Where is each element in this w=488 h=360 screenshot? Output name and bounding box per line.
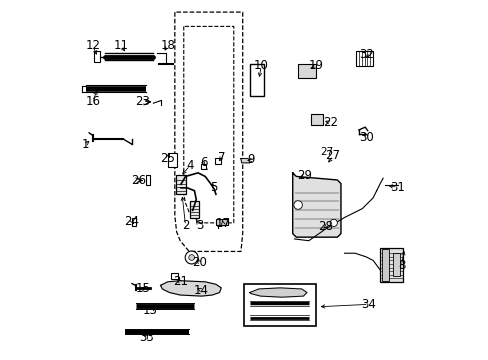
Bar <box>355 51 372 66</box>
Circle shape <box>329 219 337 226</box>
Text: 14: 14 <box>193 284 208 297</box>
Bar <box>380 248 403 282</box>
Polygon shape <box>292 173 340 237</box>
Text: 31: 31 <box>389 181 404 194</box>
Text: 12: 12 <box>85 39 100 52</box>
Bar <box>244 284 315 327</box>
Polygon shape <box>160 281 221 296</box>
Circle shape <box>185 251 198 264</box>
Text: 33: 33 <box>139 331 153 344</box>
Text: 16: 16 <box>85 95 100 108</box>
Text: 1: 1 <box>81 138 89 151</box>
Text: 21: 21 <box>172 275 187 288</box>
Circle shape <box>293 201 302 209</box>
Text: 30: 30 <box>359 131 374 144</box>
Bar <box>249 64 264 96</box>
Text: 13: 13 <box>143 304 158 317</box>
Bar <box>146 175 149 185</box>
Text: 11: 11 <box>114 39 128 52</box>
Polygon shape <box>249 288 306 297</box>
Bar <box>392 253 399 276</box>
Text: 27: 27 <box>319 147 333 157</box>
Bar <box>216 219 228 225</box>
Bar <box>132 217 136 226</box>
Text: 27: 27 <box>325 149 340 162</box>
Bar <box>310 114 323 125</box>
Text: 22: 22 <box>322 116 337 129</box>
Text: 7: 7 <box>217 151 224 165</box>
Text: 25: 25 <box>160 152 175 165</box>
Text: 23: 23 <box>135 95 150 108</box>
Polygon shape <box>241 158 249 163</box>
Text: 17: 17 <box>215 217 230 230</box>
Bar <box>298 64 315 78</box>
Bar <box>215 158 220 163</box>
Bar <box>201 163 205 168</box>
Text: 19: 19 <box>308 59 324 72</box>
Text: 2: 2 <box>182 219 189 232</box>
Bar <box>176 175 185 194</box>
Text: 8: 8 <box>397 258 405 271</box>
Text: 24: 24 <box>124 215 139 228</box>
Text: 34: 34 <box>361 298 375 311</box>
Bar <box>94 51 100 62</box>
Text: 15: 15 <box>135 283 150 296</box>
Text: 6: 6 <box>199 156 207 169</box>
Text: 5: 5 <box>210 181 217 194</box>
Text: 20: 20 <box>192 256 207 269</box>
Text: 28: 28 <box>318 220 333 233</box>
Bar <box>171 273 177 279</box>
Text: 26: 26 <box>131 174 146 186</box>
Text: 18: 18 <box>160 39 175 52</box>
Bar <box>167 153 176 167</box>
Text: 9: 9 <box>246 153 254 166</box>
Text: 3: 3 <box>196 219 203 232</box>
Text: 32: 32 <box>359 48 374 61</box>
Bar <box>381 249 388 281</box>
Circle shape <box>188 255 194 260</box>
Text: 4: 4 <box>186 159 194 172</box>
Text: 10: 10 <box>253 59 268 72</box>
Bar <box>190 202 199 217</box>
Text: 29: 29 <box>296 169 311 182</box>
